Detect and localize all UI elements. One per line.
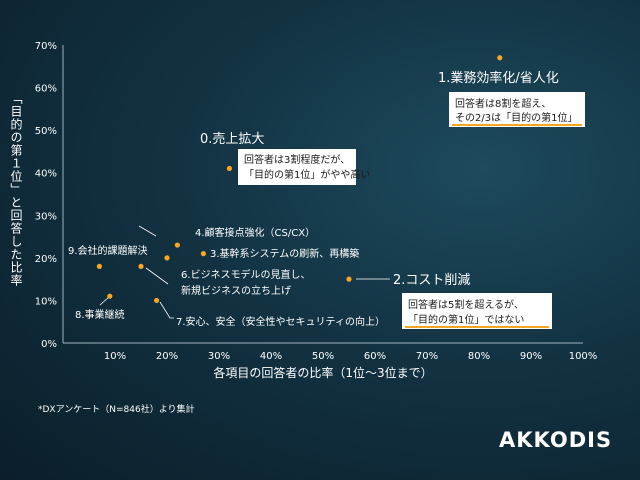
point-label-1: 1.業務効率化/省人化 <box>438 70 559 86</box>
x-tick-label: 100% <box>569 351 598 362</box>
y-tick-label: 60% <box>35 84 57 95</box>
annotation-2-line1: 回答者は5割を超えるが、 <box>408 298 524 311</box>
x-axis-title: 各項目の回答者の比率（1位〜3位まで） <box>213 365 432 380</box>
x-tick-label: 10% <box>104 351 126 362</box>
data-point <box>154 297 160 304</box>
point-label-2: 2.コスト削減 <box>393 272 470 288</box>
y-tick-label: 10% <box>35 296 57 307</box>
akkodis-logo: AKKODIS <box>499 428 613 452</box>
annotation-0-line2: 「目的の第1位」がやや高い <box>244 168 370 181</box>
y-tick-label: 0% <box>41 339 57 350</box>
leader-line-7 <box>159 301 174 319</box>
annotation-1-line1: 回答者は8割を超え、 <box>455 97 551 110</box>
data-point <box>226 165 232 172</box>
leader-line-9 <box>138 225 157 237</box>
data-point <box>107 293 113 299</box>
data-point <box>138 263 144 269</box>
y-tick-label: 30% <box>35 211 57 222</box>
footnote: *DXアンケート（N=846社）より集計 <box>38 405 195 415</box>
x-tick-label: 20% <box>156 351 178 362</box>
leader-line-6 <box>145 267 169 285</box>
point-label-6-line2: 新規ビジネスの立ち上げ <box>181 284 291 297</box>
y-tick-label: 50% <box>35 126 57 137</box>
x-tick-label: 80% <box>468 351 490 362</box>
data-point <box>96 263 102 269</box>
point-label-7: 7.安心、安全（安全性やセキュリティの向上） <box>176 315 385 328</box>
annotation-1-line2: その2/3は「目的の第1位」 <box>455 111 577 124</box>
annotation-2-underline <box>405 326 549 328</box>
annotation-box-2: 回答者は5割を超えるが、 「目的の第1位」ではない <box>402 293 552 329</box>
data-point <box>497 55 503 61</box>
annotation-box-0: 回答者は3割程度だが、 「目的の第1位」がやや高い <box>238 149 370 185</box>
data-point <box>200 251 206 257</box>
data-point <box>174 242 180 248</box>
annotation-1-underline <box>452 124 582 126</box>
point-label-0: 0.売上拡大 <box>200 131 264 147</box>
data-point <box>164 255 170 261</box>
x-tick-label: 30% <box>208 351 230 362</box>
x-tick-label: 50% <box>312 351 334 362</box>
point-label-8: 8.事業継続 <box>75 308 125 321</box>
y-tick-label: 70% <box>35 41 57 52</box>
x-tick-label: 40% <box>260 351 282 362</box>
x-tick-label: 60% <box>364 351 386 362</box>
y-axis-title: 「目的の第１位」と回答した比率 <box>9 92 23 287</box>
annotation-2-line2: 「目的の第1位」ではない <box>408 313 524 326</box>
y-tick-label: 20% <box>35 254 57 265</box>
point-label-4: 4.顧客接点強化（CS/CX） <box>195 226 315 239</box>
y-tick-label: 40% <box>35 169 57 180</box>
annotation-0-line1: 回答者は3割程度だが、 <box>244 153 350 166</box>
point-label-6-line1: 6.ビジネスモデルの見直し、 <box>181 268 311 281</box>
point-label-9: 9.会社的課題解決 <box>68 244 148 257</box>
point-label-3: 3.基幹系システムの刷新、再構築 <box>210 247 359 260</box>
data-point <box>346 276 352 282</box>
annotation-box-1: 回答者は8割を超え、 その2/3は「目的の第1位」 <box>449 92 585 127</box>
x-tick-label: 70% <box>416 351 438 362</box>
x-tick-label: 90% <box>520 351 542 362</box>
